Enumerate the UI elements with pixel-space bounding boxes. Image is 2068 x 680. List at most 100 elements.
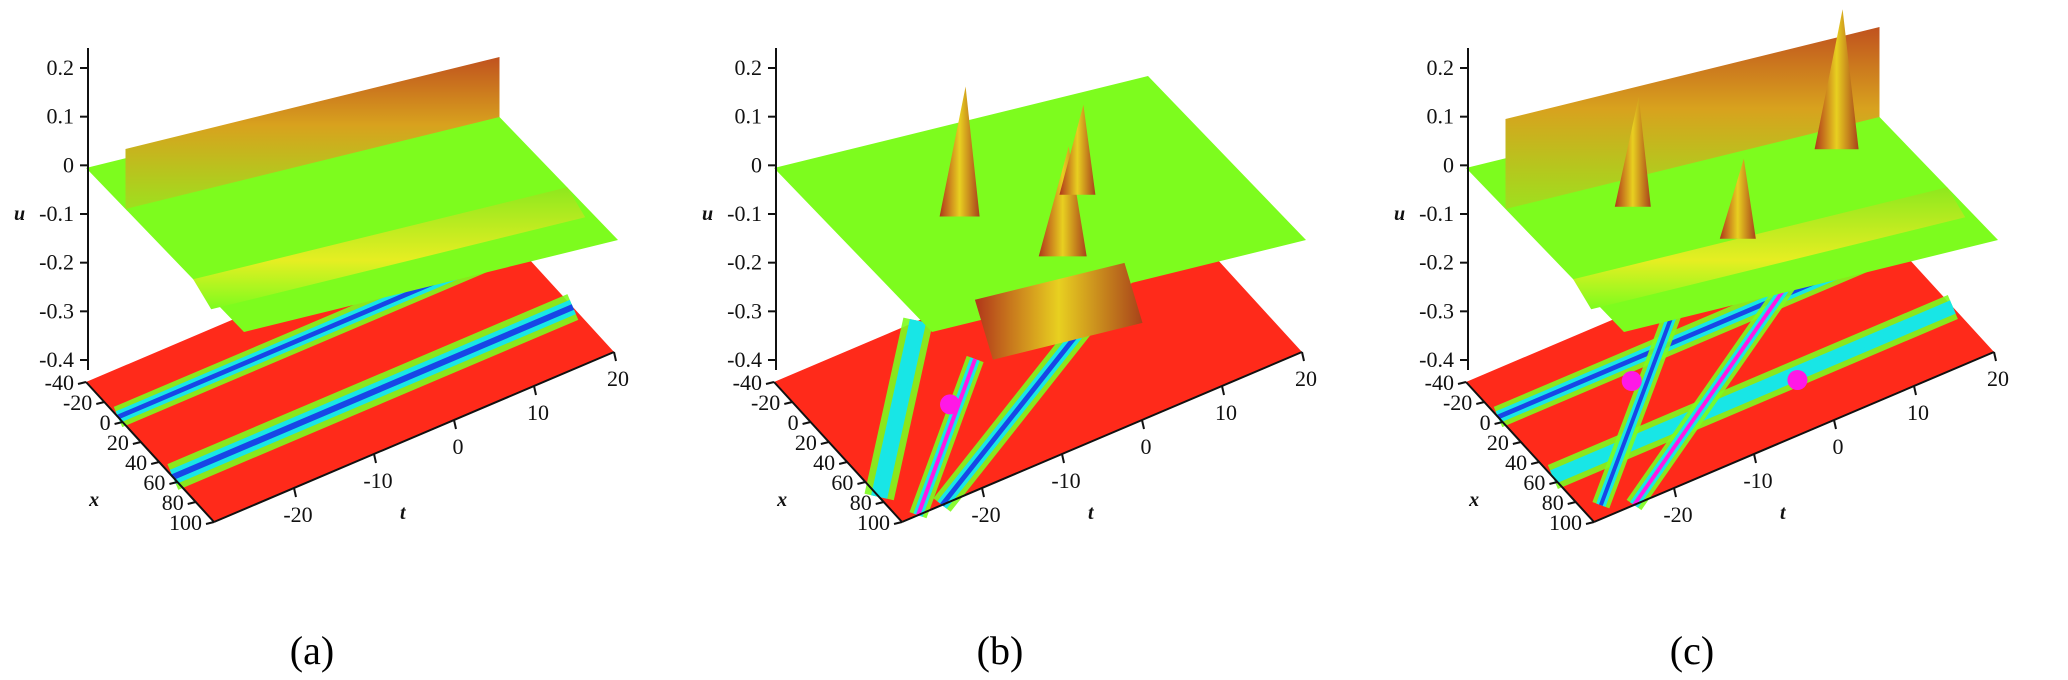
x-tick [1530,461,1540,465]
t-tick-label: -20 [1663,502,1692,527]
z-tick-label: 0 [751,152,762,177]
x-tick-label: 100 [1549,510,1582,535]
t-tick [613,351,617,362]
x-tick-label: -40 [1425,370,1454,395]
z-tick-label: 0.2 [1427,55,1455,80]
contour-band-2-core [875,320,922,498]
t-axis [213,351,615,523]
x-tick [205,521,215,525]
x-tick [132,441,142,445]
x-tick-label: 80 [1542,490,1564,515]
z-tick-label: -0.2 [39,250,74,275]
x-tick [150,461,160,465]
x-tick-label: 0 [788,410,799,435]
z-tick-label: 0.1 [47,104,75,129]
z-tick-label: -0.4 [39,347,74,372]
t-tick [981,487,985,498]
t-axis [1593,351,1995,523]
panel-2: 0.20.10-0.1-0.2-0.3-0.4u-40-200204060801… [702,48,1317,673]
x-tick-label: 80 [850,490,872,515]
t-tick [453,419,457,430]
t-tick-label: 10 [527,400,549,425]
z-axis-label: u [702,203,713,225]
contour-band-2-core [171,304,575,480]
soliton-crest [125,57,500,209]
panel-caption: (a) [290,628,334,673]
x-tick [1549,481,1558,485]
x-tick-label: 20 [795,430,817,455]
z-axis-label: u [14,203,25,225]
x-tick-label: -20 [751,390,780,415]
soliton-trough [193,187,586,310]
t-tick-label: -20 [971,502,1000,527]
t-tick-label: -20 [283,502,312,527]
x-tick-label: 40 [813,450,835,475]
t-tick [1913,385,1917,396]
t-tick-label: -10 [363,468,392,493]
t-axis [901,351,1303,523]
t-tick-label: -10 [1743,468,1772,493]
t-tick-label: 0 [1141,434,1152,459]
t-tick [1141,419,1145,430]
x-tick [784,401,793,405]
contour-band-3-core [1632,227,1828,507]
t-axis-label: t [1780,502,1787,524]
z-tick-label: -0.3 [1419,298,1454,323]
contour-peak-1 [1621,371,1642,391]
t-tick [373,453,377,464]
t-tick-label: 0 [1833,434,1844,459]
z-tick-label: 0.2 [735,55,763,80]
t-tick [1061,453,1065,464]
x-tick-label: 0 [1480,410,1491,435]
contour-band-4-core [1599,306,1677,506]
x-tick [1585,521,1595,525]
t-tick [1221,385,1225,396]
z-tick-label: 0.1 [735,104,763,129]
z-tick-label: 0.1 [1427,104,1455,129]
t-tick [533,385,537,396]
z-tick-label: -0.3 [39,298,74,323]
x-tick-label: 60 [831,470,853,495]
panel-3: 0.20.10-0.1-0.2-0.3-0.4u-40-200204060801… [1394,9,2009,673]
z-tick-label: 0 [63,152,74,177]
z-tick-label: -0.1 [39,201,74,226]
z-tick-label: -0.3 [727,298,762,323]
x-axis [773,381,903,523]
surface-plane [774,76,1306,332]
z-tick-label: -0.2 [1419,250,1454,275]
t-tick-label: 10 [1907,400,1929,425]
panel-1: 0.20.10-0.1-0.2-0.3-0.4u-40-200204060801… [14,48,629,673]
x-tick [820,441,830,445]
t-tick-label: -10 [1051,468,1080,493]
x-tick [765,381,775,385]
t-tick [1993,351,1997,362]
x-tick [1476,401,1485,405]
x-tick-label: 80 [162,490,184,515]
x-tick-label: -40 [45,370,74,395]
soliton-peak-2 [1814,9,1859,150]
t-tick-label: 0 [453,434,464,459]
soliton-peak-1 [939,86,980,217]
z-tick-label: -0.2 [727,250,762,275]
x-tick [1494,421,1503,425]
x-axis-label: x [1468,489,1479,511]
x-tick [114,421,123,425]
x-tick-label: 100 [169,510,202,535]
t-tick [1673,487,1677,498]
t-tick [293,487,297,498]
x-axis-label: x [776,489,787,511]
x-tick-label: 40 [1505,450,1527,475]
x-axis [1465,381,1595,523]
t-axis-label: t [1088,502,1095,524]
z-tick-label: 0 [1443,152,1454,177]
x-tick [857,481,866,485]
t-tick-label: 10 [1215,400,1237,425]
x-tick-label: -40 [733,370,762,395]
z-tick-label: -0.1 [727,201,762,226]
x-tick [1512,441,1522,445]
soliton-peak-3 [1719,158,1756,239]
x-tick [1457,381,1467,385]
contour-peak [940,394,960,415]
x-tick [96,401,105,405]
